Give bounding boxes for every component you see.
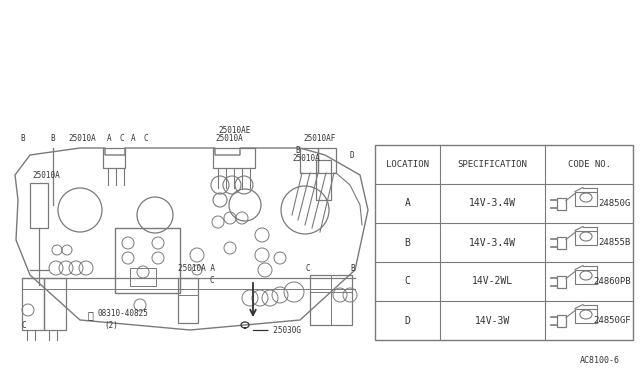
Text: 24850G: 24850G <box>599 199 631 208</box>
Text: SPECIFICATION: SPECIFICATION <box>458 160 527 169</box>
Text: 25010A: 25010A <box>68 134 96 143</box>
Text: B: B <box>50 134 54 143</box>
Bar <box>557 198 566 209</box>
Bar <box>300 148 318 173</box>
Bar <box>557 237 566 248</box>
Bar <box>557 314 566 327</box>
Text: — 25030G: — 25030G <box>264 326 301 335</box>
Text: 25010AF: 25010AF <box>303 134 335 143</box>
Bar <box>575 269 597 283</box>
Bar <box>375 145 633 340</box>
Text: LOCATION: LOCATION <box>386 160 429 169</box>
Text: D: D <box>350 151 355 160</box>
Bar <box>575 231 597 244</box>
Text: 14V-2WL: 14V-2WL <box>472 276 513 286</box>
Text: C: C <box>404 276 410 286</box>
Text: C: C <box>119 134 124 143</box>
Bar <box>30 183 48 228</box>
Text: 08310-40825: 08310-40825 <box>98 309 149 318</box>
Text: 25010A: 25010A <box>292 154 320 163</box>
Bar <box>213 148 255 168</box>
Text: 24850GF: 24850GF <box>593 316 631 325</box>
Text: AC8100-6: AC8100-6 <box>580 356 620 365</box>
Text: 14V-3W: 14V-3W <box>475 315 510 326</box>
Bar <box>44 278 66 330</box>
Text: A: A <box>404 199 410 208</box>
Text: Ⓢ: Ⓢ <box>88 310 94 320</box>
Text: D: D <box>404 315 410 326</box>
Text: C: C <box>305 264 310 273</box>
Text: 24855B: 24855B <box>599 238 631 247</box>
Bar <box>318 148 336 173</box>
Text: C: C <box>22 321 27 330</box>
Bar <box>575 308 597 323</box>
Text: C: C <box>143 134 148 143</box>
Text: 25010A A: 25010A A <box>178 264 215 273</box>
Text: 25010A: 25010A <box>215 134 243 143</box>
Bar <box>557 276 566 288</box>
Bar <box>103 148 125 168</box>
Text: 14V-3.4W: 14V-3.4W <box>469 199 516 208</box>
Text: 14V-3.4W: 14V-3.4W <box>469 237 516 247</box>
Text: B: B <box>404 237 410 247</box>
Bar <box>178 278 198 323</box>
Bar <box>115 228 180 293</box>
Bar <box>130 268 156 286</box>
Text: B: B <box>295 146 300 155</box>
Text: A: A <box>107 134 111 143</box>
Text: CODE NO.: CODE NO. <box>568 160 611 169</box>
Text: B: B <box>350 264 355 273</box>
Text: (2): (2) <box>104 321 118 330</box>
Bar <box>575 192 597 205</box>
Text: 25010A: 25010A <box>32 171 60 180</box>
Bar <box>310 275 352 325</box>
Bar <box>22 278 44 330</box>
Text: B: B <box>20 134 24 143</box>
Text: C: C <box>210 276 214 285</box>
Text: 24860PB: 24860PB <box>593 277 631 286</box>
Text: A: A <box>131 134 136 143</box>
Text: 25010AE: 25010AE <box>218 126 250 135</box>
Bar <box>316 160 331 200</box>
